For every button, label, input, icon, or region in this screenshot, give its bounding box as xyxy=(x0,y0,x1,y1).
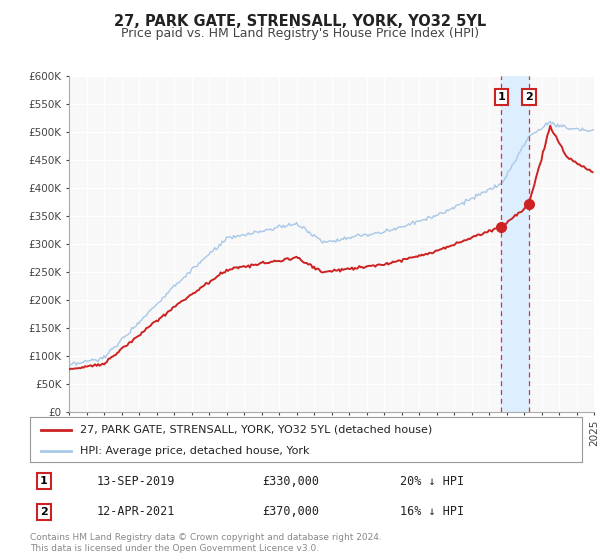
Text: 2: 2 xyxy=(525,92,533,102)
Bar xyxy=(502,76,529,412)
Text: £330,000: £330,000 xyxy=(262,475,319,488)
Text: 27, PARK GATE, STRENSALL, YORK, YO32 5YL (detached house): 27, PARK GATE, STRENSALL, YORK, YO32 5YL… xyxy=(80,424,432,435)
Text: 20% ↓ HPI: 20% ↓ HPI xyxy=(400,475,464,488)
Text: 13-SEP-2019: 13-SEP-2019 xyxy=(96,475,175,488)
Text: 1: 1 xyxy=(40,476,47,486)
Text: 12-APR-2021: 12-APR-2021 xyxy=(96,506,175,519)
Text: HPI: Average price, detached house, York: HPI: Average price, detached house, York xyxy=(80,446,309,456)
Text: 2: 2 xyxy=(40,507,47,517)
Text: 27, PARK GATE, STRENSALL, YORK, YO32 5YL: 27, PARK GATE, STRENSALL, YORK, YO32 5YL xyxy=(114,14,486,29)
Text: 1: 1 xyxy=(497,92,505,102)
Text: Price paid vs. HM Land Registry's House Price Index (HPI): Price paid vs. HM Land Registry's House … xyxy=(121,27,479,40)
Text: 16% ↓ HPI: 16% ↓ HPI xyxy=(400,506,464,519)
Text: £370,000: £370,000 xyxy=(262,506,319,519)
Text: Contains HM Land Registry data © Crown copyright and database right 2024.
This d: Contains HM Land Registry data © Crown c… xyxy=(30,533,382,553)
